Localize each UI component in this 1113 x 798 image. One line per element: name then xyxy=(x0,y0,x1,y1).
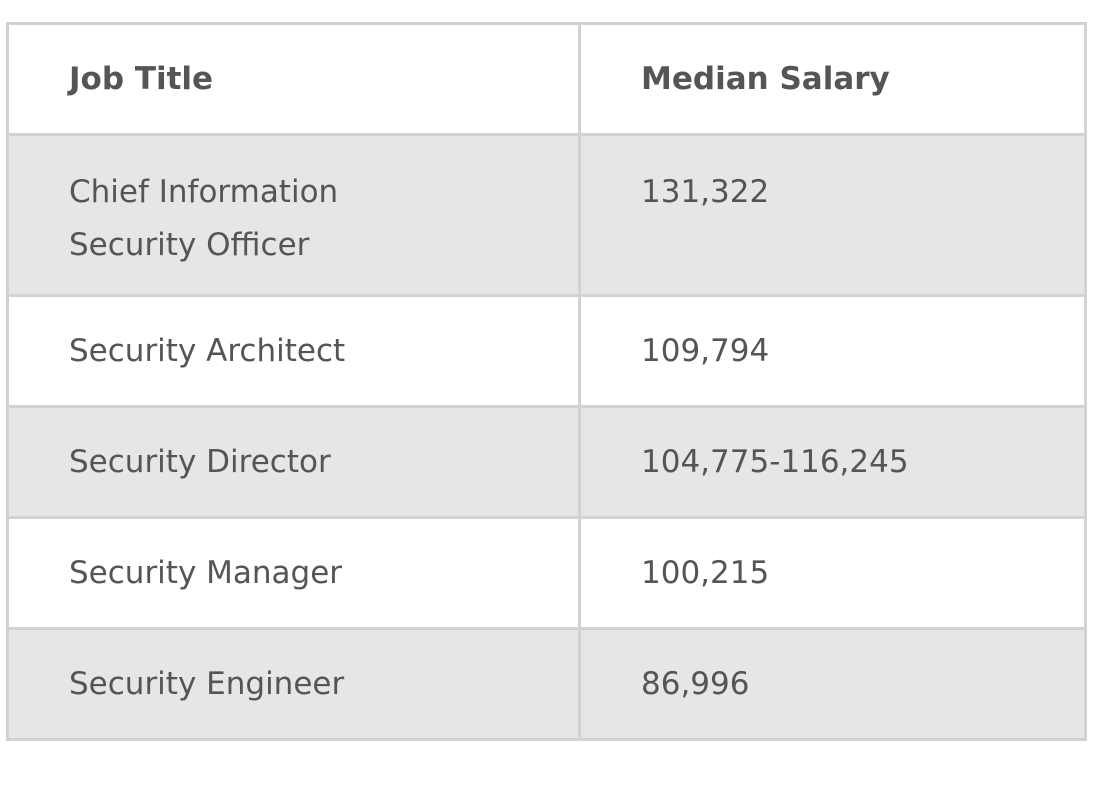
table-cell: Security Manager xyxy=(6,516,581,630)
cell-text: Security Director xyxy=(69,443,331,480)
cell-text: 109,794 xyxy=(641,332,770,369)
header-cell: Median Salary xyxy=(578,22,1087,136)
header-text: Median Salary xyxy=(641,60,890,97)
table-cell: 109,794 xyxy=(578,294,1087,408)
cell-text: Chief Information Security Officer xyxy=(69,174,339,263)
cell-text: 104,775-116,245 xyxy=(641,443,909,480)
cell-text: Security Engineer xyxy=(69,665,345,702)
table-cell: 131,322 xyxy=(578,133,1087,297)
table-row: Security Manager 100,215 xyxy=(6,516,1087,630)
cell-text: Security Manager xyxy=(69,554,343,591)
header-row: Job Title Median Salary xyxy=(6,22,1087,136)
table-head: Job Title Median Salary xyxy=(6,22,1087,136)
salary-table: Job Title Median Salary Chief Informatio… xyxy=(6,22,1087,741)
header-cell: Job Title xyxy=(6,22,581,136)
cell-text: 131,322 xyxy=(641,174,770,210)
cell-text: Security Architect xyxy=(69,332,346,369)
table-row: Security Architect 109,794 xyxy=(6,294,1087,408)
cell-text: 86,996 xyxy=(641,665,750,702)
cell-text: 100,215 xyxy=(641,554,770,591)
table-cell: 104,775-116,245 xyxy=(578,405,1087,519)
table-body: Chief Information Security Officer 131,32… xyxy=(6,133,1087,741)
table-cell: Chief Information Security Officer xyxy=(6,133,581,297)
table-row: Chief Information Security Officer 131,32… xyxy=(6,133,1087,297)
table-row: Security Engineer 86,996 xyxy=(6,627,1087,741)
table-cell: Security Engineer xyxy=(6,627,581,741)
table-cell: Security Director xyxy=(6,405,581,519)
table-cell: 86,996 xyxy=(578,627,1087,741)
table-cell: 100,215 xyxy=(578,516,1087,630)
table-cell: Security Architect xyxy=(6,294,581,408)
table-row: Security Director 104,775-116,245 xyxy=(6,405,1087,519)
header-text: Job Title xyxy=(69,60,214,97)
